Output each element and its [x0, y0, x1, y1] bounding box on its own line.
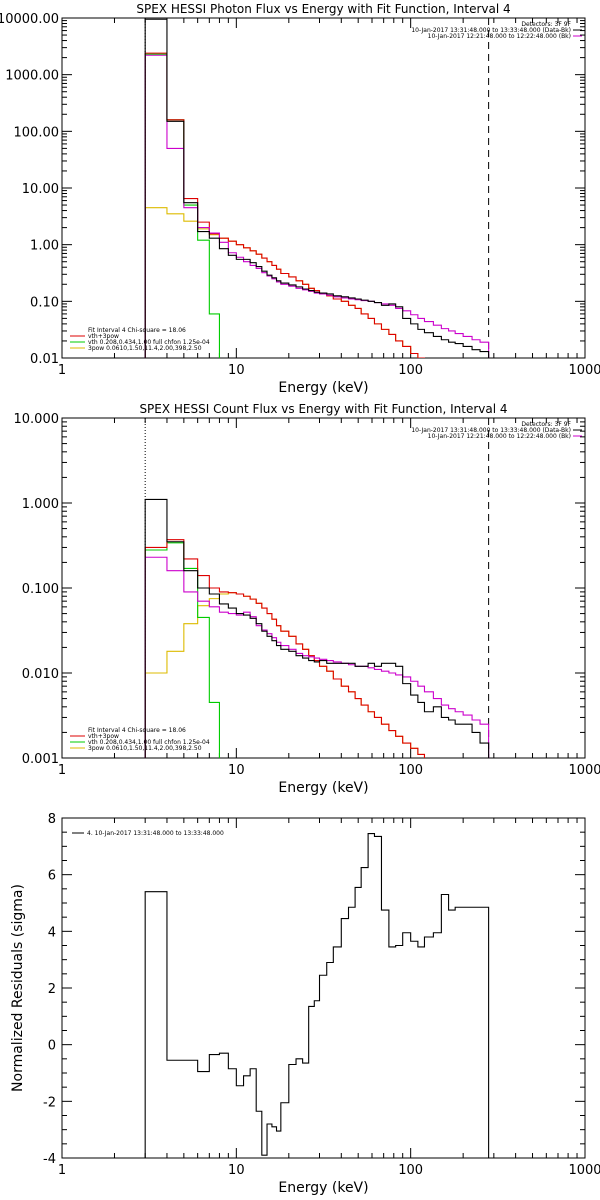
legend-bottom-text: vth+3pow	[88, 733, 119, 740]
x-tick-label: 100	[398, 1163, 423, 1178]
chart-title: SPEX HESSI Photon Flux vs Energy with Fi…	[136, 2, 510, 16]
x-tick-label: 1000	[568, 763, 600, 778]
y-tick-label: 0.10	[30, 295, 59, 310]
y-tick-label: 10000.00	[0, 12, 59, 27]
plot-frame	[61, 817, 586, 1159]
y-tick-label: -4	[43, 1152, 56, 1167]
x-axis-label: Energy (keV)	[278, 1180, 368, 1196]
x-tick-label: 1	[58, 363, 66, 378]
legend-bottom-text: 3pow 0.0610,1.50,11.4,2.00,398,2.50	[88, 345, 202, 352]
legend-top-text: 10-Jan-2017 12:21:48.000 to 12:22:48.000…	[428, 33, 571, 40]
series-total	[144, 539, 426, 758]
legend-top-text: 10-Jan-2017 12:21:48.000 to 12:22:48.000…	[428, 433, 571, 440]
y-axis-label: Normalized Residuals (sigma)	[10, 884, 26, 1092]
y-tick-label: 1000.00	[5, 69, 59, 84]
plot-frame	[61, 417, 586, 759]
series-thermal	[144, 53, 220, 358]
y-tick-label: 10.00	[22, 182, 59, 197]
x-tick-label: 100	[398, 763, 423, 778]
y-tick-label: 0	[48, 1039, 56, 1054]
panel-1: SPEX HESSI Photon Flux vs Energy with Fi…	[0, 2, 600, 396]
y-tick-label: 2	[48, 982, 56, 997]
legend-bottom-text: Fit Interval 4 Chi-square = 18.06	[88, 327, 186, 334]
x-tick-label: 10	[228, 1163, 245, 1178]
plot-area	[144, 18, 490, 358]
y-tick-label: 8	[48, 812, 56, 827]
y-tick-label: -2	[43, 1095, 56, 1110]
series-background	[144, 556, 490, 758]
y-tick-label: 4	[48, 925, 56, 940]
y-tick-label: 0.01	[30, 352, 59, 367]
y-tick-label: 1.00	[30, 239, 59, 254]
legend-top-text: 10-Jan-2017 13:31:48.000 to 13:33:48.000…	[411, 427, 571, 434]
y-tick-label: 0.010	[22, 667, 59, 682]
plot-area	[144, 833, 490, 1158]
series-nonthermal	[144, 207, 426, 358]
series-data	[144, 498, 490, 758]
y-tick-label: 1.000	[22, 497, 59, 512]
legend-bottom-text: 3pow 0.0610,1.50,11.4,2.00,398,2.50	[88, 745, 202, 752]
x-axis-label: Energy (keV)	[278, 380, 368, 396]
y-tick-label: 6	[48, 869, 56, 884]
plot-frame	[61, 17, 586, 359]
y-tick-label: 0.001	[22, 752, 59, 767]
y-tick-label: 10.000	[14, 412, 60, 427]
legend-bottom-text: vth 0.208,0.434,1.00 full chfon 1.25e-04	[88, 339, 210, 346]
x-tick-label: 1	[58, 763, 66, 778]
x-tick-label: 1	[58, 1163, 66, 1178]
panel-2: SPEX HESSI Count Flux vs Energy with Fit…	[14, 402, 600, 796]
y-tick-label: 100.00	[14, 125, 60, 140]
x-tick-label: 100	[398, 363, 423, 378]
legend-bottom-text: vth+3pow	[88, 333, 119, 340]
legend-bottom-text: Fit Interval 4 Chi-square = 18.06	[88, 727, 186, 734]
legend-top-text: Detectors: 3F 9F	[521, 21, 571, 28]
chart-title: SPEX HESSI Count Flux vs Energy with Fit…	[139, 402, 507, 416]
x-tick-label: 1000	[568, 363, 600, 378]
plot-area	[144, 418, 490, 758]
legend-top-text: 10-Jan-2017 13:31:48.000 to 13:33:48.000…	[411, 27, 571, 34]
series-data	[144, 18, 490, 358]
panel-3: 1 10 100 1000 Energy (keV) -4 -2 0 2 4 6 8 Normalize…	[10, 812, 600, 1196]
x-tick-label: 1000	[568, 1163, 600, 1178]
series-thermal	[144, 542, 220, 758]
y-tick-label: 0.100	[22, 582, 59, 597]
x-tick-label: 10	[228, 363, 245, 378]
legend-bottom-text: vth 0.208,0.434,1.00 full chfon 1.25e-04	[88, 739, 210, 746]
x-axis-label: Energy (keV)	[278, 780, 368, 796]
x-tick-label: 10	[228, 763, 245, 778]
legend-top-text: Detectors: 3F 9F	[521, 421, 571, 428]
legend-text: 4. 10-Jan-2017 13:31:48.000 to 13:33:48.…	[87, 830, 224, 837]
series-residuals	[144, 833, 490, 1158]
